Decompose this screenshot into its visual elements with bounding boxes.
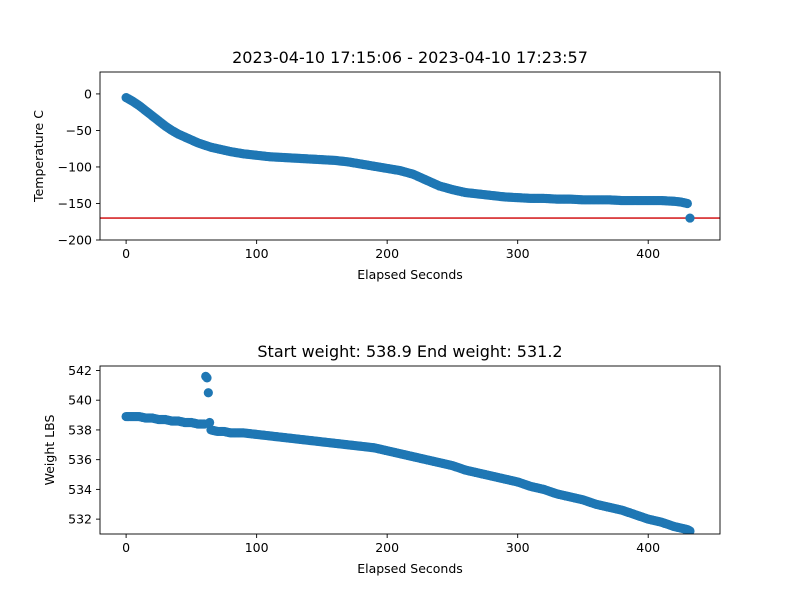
weight-data-point: [205, 417, 215, 428]
temperature-x-tick-label: 300: [506, 246, 530, 261]
temperature-x-tick-label: 100: [245, 246, 269, 261]
temperature-x-tick-label: 200: [375, 246, 399, 261]
temperature-y-tick-label: −150: [58, 196, 92, 211]
weight-y-tick-label: 534: [68, 482, 92, 497]
temperature-x-axis-label: Elapsed Seconds: [357, 267, 463, 282]
temperature-x-tick-label: 0: [122, 246, 130, 261]
weight-chart: Start weight: 538.9 End weight: 531.2 0 10…: [42, 342, 721, 576]
weight-x-tick-label: 0: [122, 540, 130, 555]
weight-x-tick-label: 200: [375, 540, 399, 555]
weight-data-point: [202, 373, 212, 383]
weight-data-point: [685, 526, 695, 534]
weight-x-tick-label: 400: [636, 540, 660, 555]
temperature-y-tick-label: 0: [84, 86, 92, 101]
temperature-y-tick-label: −50: [66, 123, 92, 138]
weight-x-tick-label: 300: [506, 540, 530, 555]
weight-y-tick-label: 538: [68, 422, 92, 437]
weight-markers: [121, 371, 695, 534]
temperature-plot-area: [100, 72, 720, 240]
weight-y-tick-label: 536: [68, 452, 92, 467]
weight-y-axis-label: Weight LBS: [42, 415, 57, 486]
temperature-y-tick-label: −200: [58, 233, 92, 248]
temperature-chart: 2023-04-10 17:15:06 - 2023-04-10 17:23:5…: [31, 48, 721, 282]
weight-y-tick-label: 532: [68, 512, 92, 527]
weight-y-tick-label: 542: [68, 363, 92, 378]
temperature-data-point: [685, 213, 695, 223]
temperature-x-tick-label: 400: [636, 246, 660, 261]
weight-data-point: [203, 388, 213, 398]
weight-y-tick-label: 540: [68, 393, 92, 408]
temperature-chart-title: 2023-04-10 17:15:06 - 2023-04-10 17:23:5…: [232, 48, 588, 67]
temperature-data-point: [682, 198, 692, 209]
temperature-markers: [121, 92, 695, 223]
temperature-y-tick-label: −100: [58, 159, 92, 174]
weight-x-axis-label: Elapsed Seconds: [357, 561, 463, 576]
temperature-axes-frame: [99, 71, 721, 241]
weight-axes-frame: [99, 365, 721, 535]
weight-chart-title: Start weight: 538.9 End weight: 531.2: [257, 342, 562, 361]
weight-x-tick-label: 100: [245, 540, 269, 555]
temperature-y-axis-label: Temperature C: [31, 110, 46, 203]
